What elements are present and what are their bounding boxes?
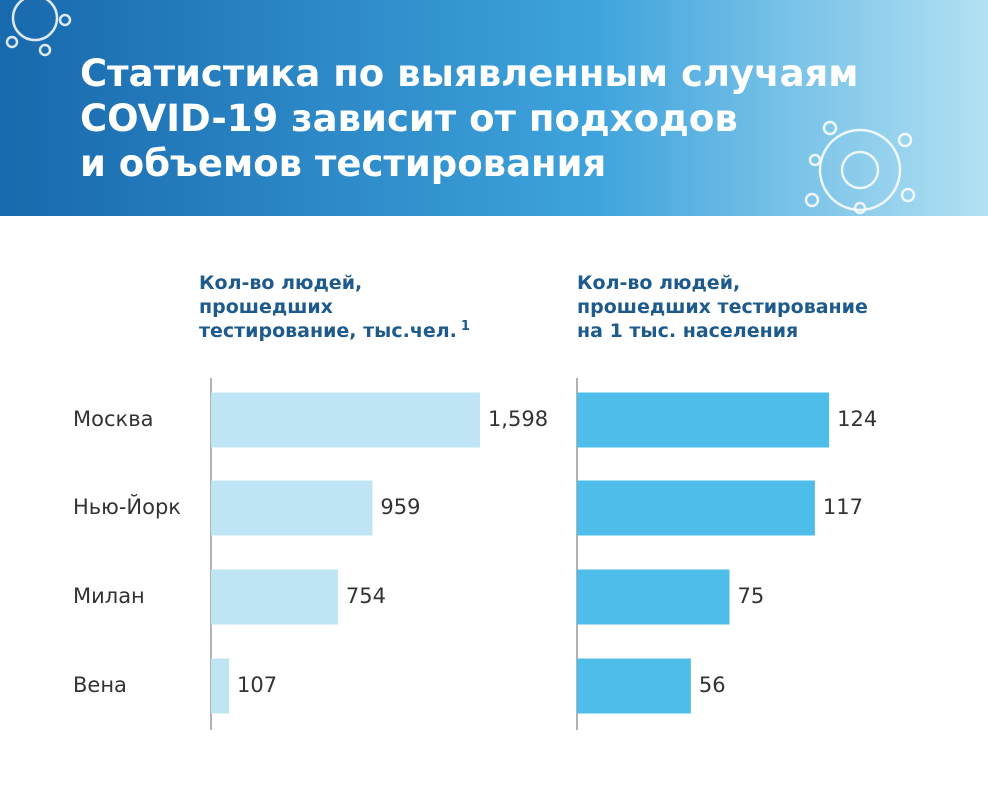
bar [211, 392, 480, 448]
chart-title: прошедших тестирование [577, 296, 868, 318]
chart-title: тестирование, тыс.чел. 1 [199, 319, 470, 343]
bar [577, 658, 691, 714]
chart-title: Кол-во людей, [199, 272, 362, 294]
chart-title: на 1 тыс. населения [577, 320, 798, 342]
title-note: 1 [461, 319, 470, 334]
banner-title: Статистика по выявленным случаям [80, 52, 859, 95]
value-label: 107 [237, 673, 277, 697]
banner [0, 0, 988, 216]
value-label: 117 [823, 495, 863, 519]
value-label: 959 [380, 495, 420, 519]
value-label: 1,598 [488, 407, 548, 431]
bar [577, 480, 815, 536]
banner-title: и объемов тестирования [80, 142, 606, 185]
chart-title: прошедших [199, 296, 333, 318]
banner-title: COVID-19 зависит от подходов [80, 97, 738, 140]
category-label: Москва [73, 407, 153, 431]
value-label: 75 [738, 584, 765, 608]
bar [577, 392, 830, 448]
bar [211, 658, 230, 714]
category-label: Нью-Йорк [73, 494, 181, 519]
bar [211, 569, 338, 625]
value-label: 56 [699, 673, 726, 697]
value-label: 754 [346, 584, 386, 608]
bar [577, 569, 730, 625]
chart-title: Кол-во людей, [577, 272, 740, 294]
bar [211, 480, 373, 536]
category-label: Милан [73, 584, 145, 608]
value-label: 124 [837, 407, 877, 431]
virus-icon [5, 0, 916, 215]
category-label: Вена [73, 673, 127, 697]
